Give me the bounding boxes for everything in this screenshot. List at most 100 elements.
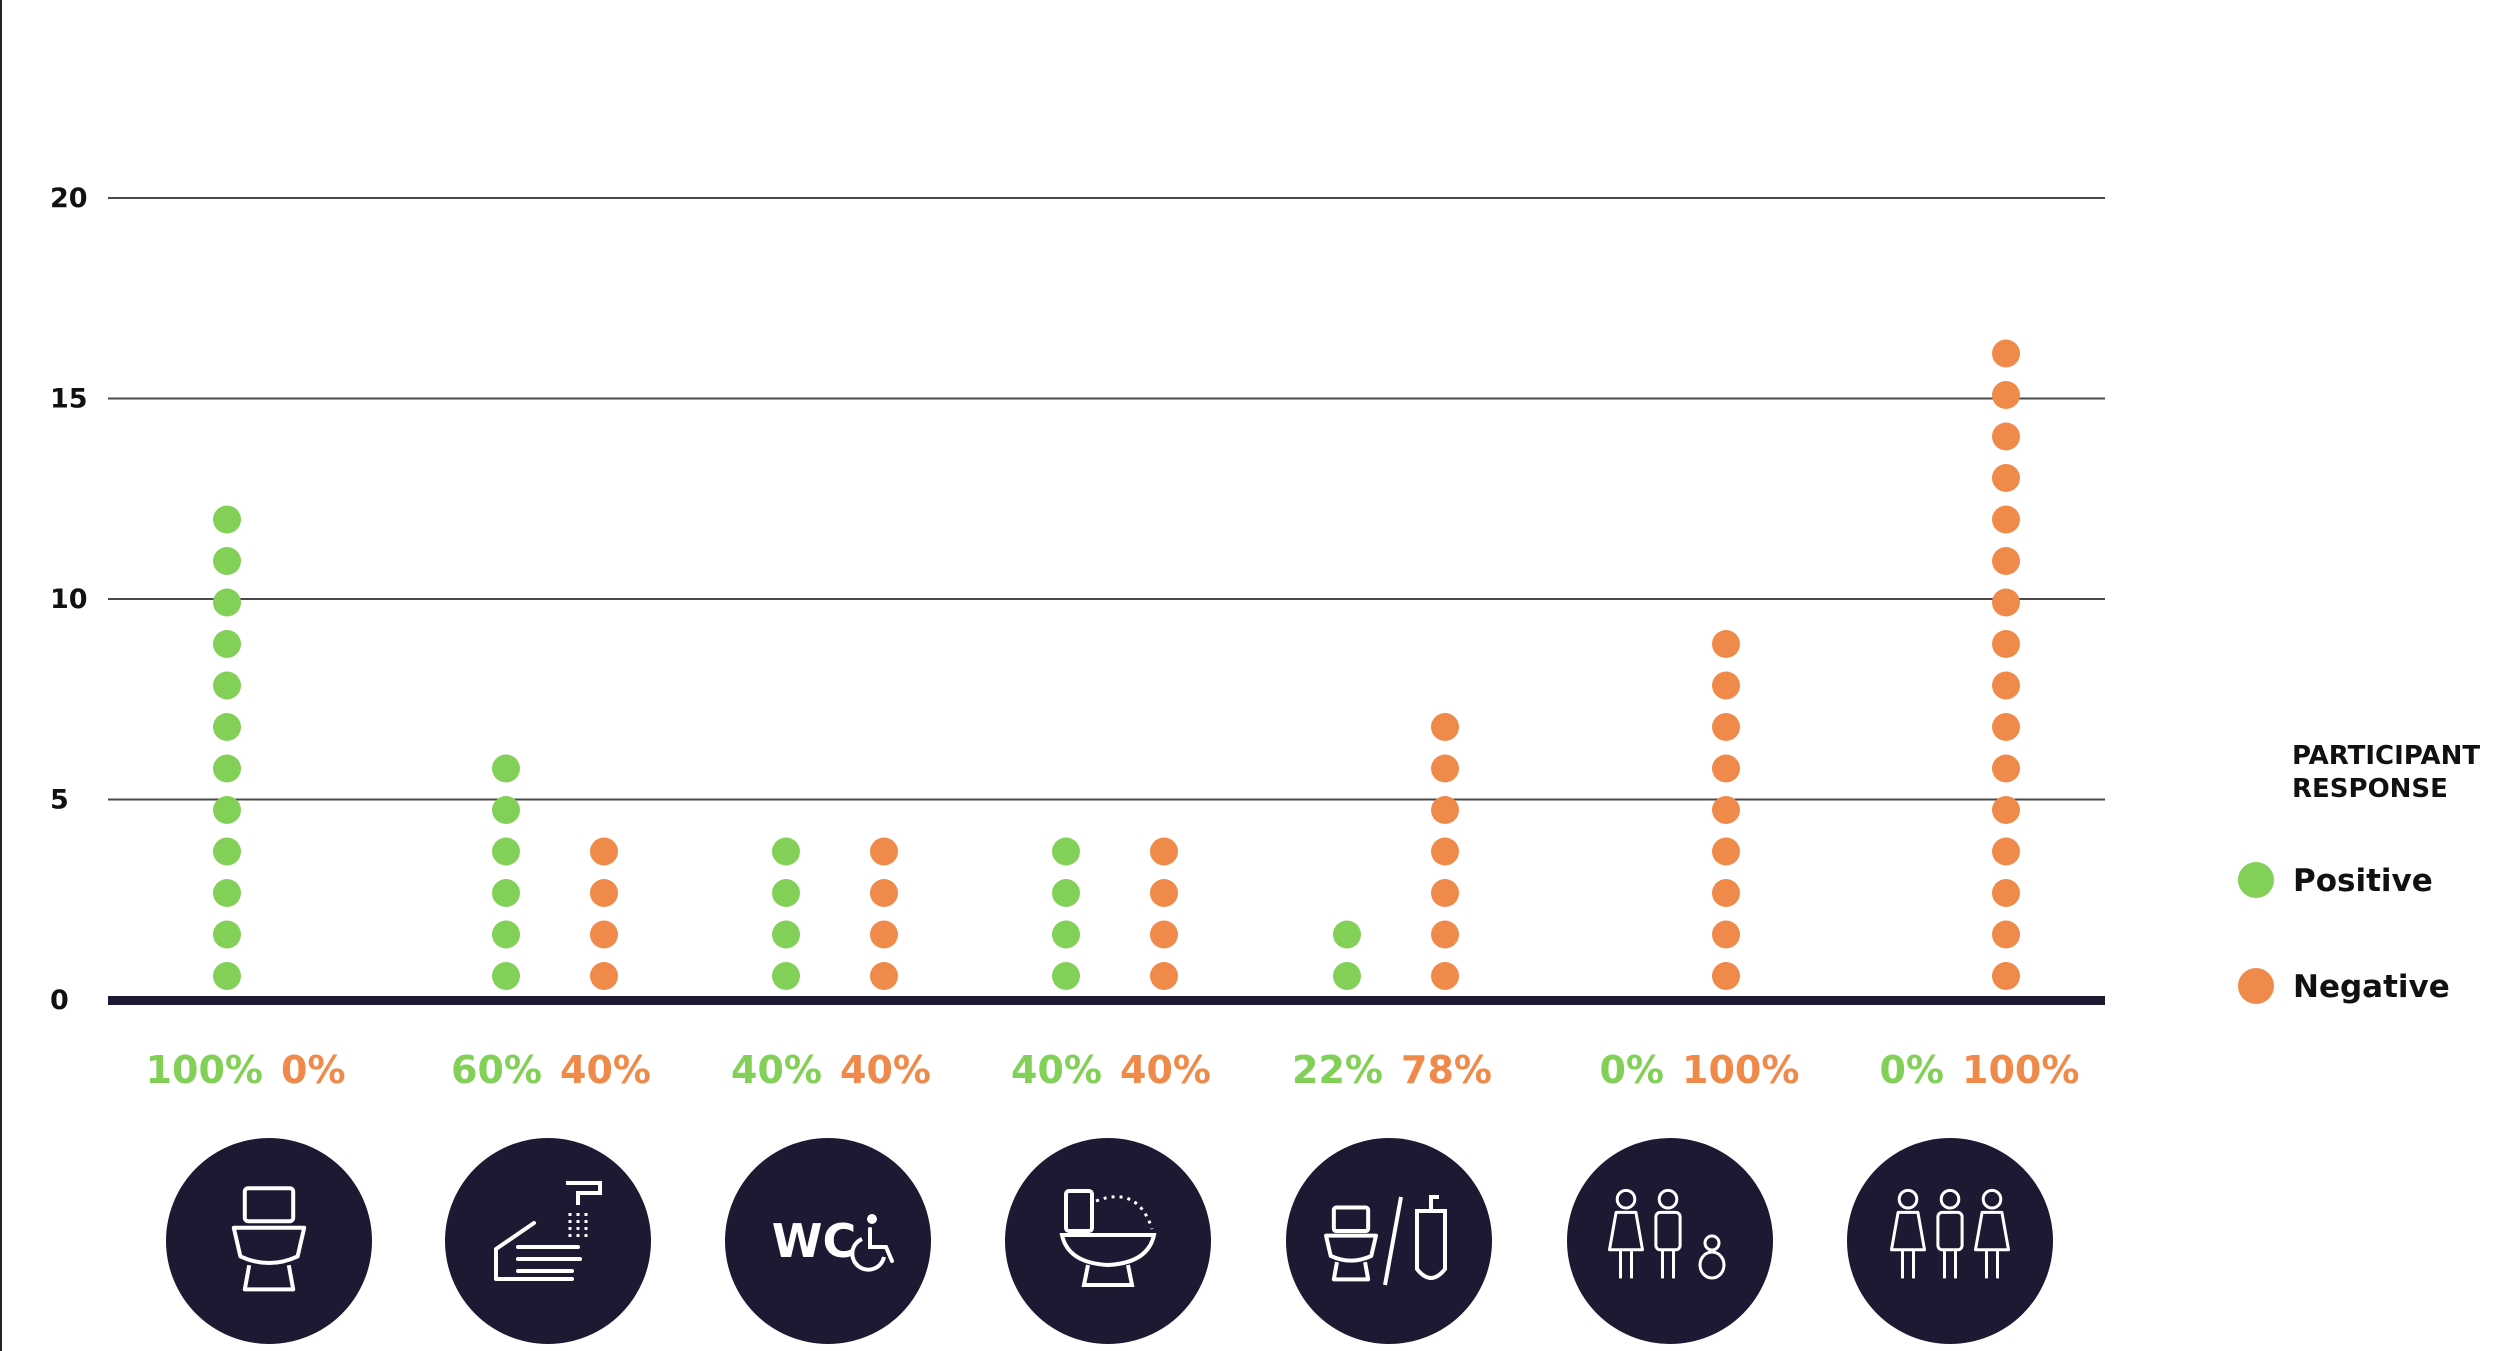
- negative-dot: [1992, 837, 2020, 866]
- svg-text:WC: WC: [772, 1214, 857, 1268]
- negative-dot: [870, 837, 898, 866]
- accessible-wc-icon: WC: [725, 1138, 931, 1344]
- negative-dot: [1431, 796, 1459, 824]
- positive-percent-label: 0%: [1599, 1048, 1664, 1092]
- negative-dot: [1992, 505, 2020, 534]
- toilet-urinal-icon: [1286, 1138, 1492, 1344]
- legend-label: Positive: [2293, 863, 2433, 899]
- positive-dot: [492, 796, 520, 824]
- positive-dot: [213, 837, 241, 866]
- legend-swatch: [2238, 968, 2274, 1004]
- positive-dot: [492, 837, 520, 866]
- negative-percent-label: 40%: [1120, 1048, 1211, 1092]
- negative-dot: [590, 962, 618, 990]
- positive-dot: [213, 754, 241, 783]
- negative-dot: [1992, 713, 2020, 741]
- positive-dot: [772, 920, 800, 949]
- negative-dot: [1992, 796, 2020, 824]
- negative-dot: [1431, 962, 1459, 990]
- positive-percent-label: 0%: [1879, 1048, 1944, 1092]
- legend-title: RESPONSE: [2292, 774, 2448, 804]
- positive-dot: [213, 713, 241, 741]
- positive-dot: [213, 671, 241, 700]
- positive-dot: [213, 879, 241, 907]
- negative-dot: [1431, 754, 1459, 783]
- positive-dot: [1052, 920, 1080, 949]
- negative-dot: [1712, 879, 1740, 907]
- grid-layer: 0 5 10 15 20: [50, 183, 2105, 1016]
- negative-dot: [1992, 879, 2020, 907]
- positive-dot: [213, 588, 241, 617]
- negative-percent-label: 0%: [281, 1048, 346, 1092]
- negative-dot: [870, 962, 898, 990]
- y-tick-label: 20: [50, 183, 88, 214]
- positive-dot: [1333, 962, 1361, 990]
- toilet-icon: [166, 1138, 372, 1344]
- negative-percent-label: 100%: [1682, 1048, 1799, 1092]
- positive-dot: [1333, 920, 1361, 949]
- positive-dot: [213, 505, 241, 534]
- baseline-axis: [108, 996, 2105, 1005]
- negative-dot: [1712, 796, 1740, 824]
- negative-percent-label: 78%: [1401, 1048, 1492, 1092]
- positive-dot: [492, 920, 520, 949]
- y-tick-label: 10: [50, 584, 88, 615]
- y-tick-label: 5: [50, 785, 69, 816]
- negative-dot: [1150, 837, 1178, 866]
- positive-dot: [492, 962, 520, 990]
- negative-dot: [1992, 422, 2020, 451]
- negative-dot: [1150, 962, 1178, 990]
- bidet-toilet-icon: [1005, 1138, 1211, 1344]
- negative-dot: [590, 837, 618, 866]
- negative-dot: [1150, 879, 1178, 907]
- negative-dot: [1712, 713, 1740, 741]
- positive-dot: [492, 879, 520, 907]
- negative-dot: [1712, 837, 1740, 866]
- positive-percent-label: 40%: [1011, 1048, 1102, 1092]
- negative-dot: [1992, 630, 2020, 658]
- positive-dot: [213, 920, 241, 949]
- negative-percent-label: 100%: [1962, 1048, 2079, 1092]
- y-tick-label: 15: [50, 384, 88, 415]
- negative-dot: [1712, 962, 1740, 990]
- negative-dot: [870, 920, 898, 949]
- negative-dot: [590, 879, 618, 907]
- y-tick-label: 0: [50, 985, 69, 1016]
- negative-dot: [1992, 547, 2020, 575]
- percent-labels: 100% 0% 60% 40% 40% 40% 40% 40% 22% 78% 0% 100% 0% 10…: [146, 1048, 2080, 1092]
- family-baby-icon: [1567, 1138, 1773, 1344]
- category-icons: WC: [166, 1138, 2053, 1344]
- legend-label: Negative: [2293, 969, 2450, 1005]
- negative-dot: [1712, 920, 1740, 949]
- negative-dot: [1712, 630, 1740, 658]
- positive-percent-label: 40%: [731, 1048, 822, 1092]
- positive-percent-label: 22%: [1292, 1048, 1383, 1092]
- positive-dot: [1052, 962, 1080, 990]
- negative-percent-label: 40%: [840, 1048, 931, 1092]
- negative-dot: [1992, 464, 2020, 492]
- positive-percent-label: 60%: [451, 1048, 542, 1092]
- dots-layer: [213, 339, 2020, 990]
- negative-dot: [1992, 588, 2020, 617]
- negative-dot: [1992, 920, 2020, 949]
- negative-dot: [1431, 837, 1459, 866]
- positive-dot: [772, 837, 800, 866]
- negative-dot: [1712, 671, 1740, 700]
- positive-dot: [1052, 837, 1080, 866]
- negative-dot: [1431, 879, 1459, 907]
- positive-dot: [772, 962, 800, 990]
- negative-dot: [1150, 920, 1178, 949]
- legend-swatch: [2238, 862, 2274, 898]
- negative-dot: [1992, 754, 2020, 783]
- positive-dot: [772, 879, 800, 907]
- negative-dot: [1992, 962, 2020, 990]
- positive-dot: [1052, 879, 1080, 907]
- positive-dot: [492, 754, 520, 783]
- negative-dot: [1431, 920, 1459, 949]
- positive-dot: [213, 630, 241, 658]
- negative-dot: [1431, 713, 1459, 741]
